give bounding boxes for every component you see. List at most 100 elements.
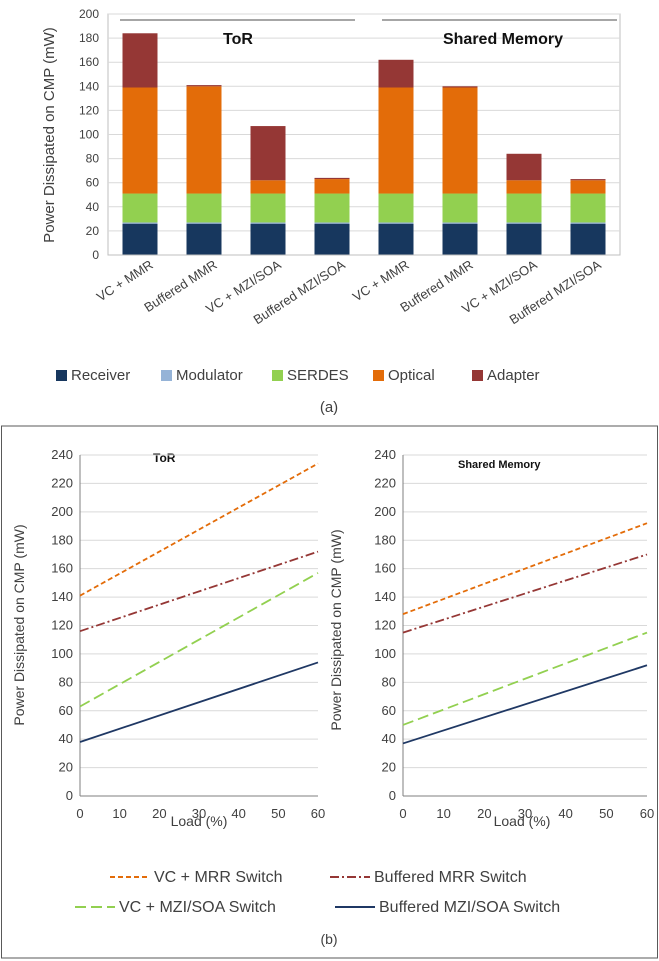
bar-adapter xyxy=(122,33,158,88)
y-tick-label: 120 xyxy=(51,618,73,633)
bar-serdes xyxy=(250,193,286,223)
bar-modulator xyxy=(186,222,222,224)
y-tick-label: 20 xyxy=(86,224,100,238)
bar-optical xyxy=(250,180,286,194)
legend-swatch-receiver xyxy=(56,370,67,381)
group-label-shared-memory: Shared Memory xyxy=(443,31,563,48)
x-tick-label: 60 xyxy=(640,806,654,821)
bar-optical xyxy=(570,180,606,194)
y-tick-label: 100 xyxy=(51,646,73,661)
bar-receiver xyxy=(314,223,350,255)
bar-modulator xyxy=(378,222,414,224)
y-tick-label: 160 xyxy=(51,561,73,576)
legend-label-vc-mzi-soa-switch: VC + MZI/SOA Switch xyxy=(119,899,276,916)
y-tick-label: 120 xyxy=(79,103,99,117)
y-tick-label: 40 xyxy=(59,731,73,746)
bar-serdes xyxy=(570,193,606,223)
x-axis-label-tor: Load (%) xyxy=(171,813,228,829)
y-axis-label: Power Dissipated on CMP (mW) xyxy=(41,27,58,243)
y-axis-label-tor: Power Dissipated on CMP (mW) xyxy=(11,524,27,725)
legend: Receiver Modulator SERDES Optical Adapter xyxy=(56,367,540,384)
bar-adapter xyxy=(442,86,478,88)
x-tick-label: 30 xyxy=(518,806,532,821)
group-label-tor: ToR xyxy=(223,31,253,48)
bar-serdes xyxy=(378,193,414,223)
bars xyxy=(108,33,620,256)
y-tick-label: 120 xyxy=(374,618,396,633)
bar-adapter xyxy=(186,85,222,87)
bar-modulator xyxy=(250,222,286,224)
x-tick-label: 50 xyxy=(599,806,613,821)
bar-adapter xyxy=(570,179,606,181)
y-tick-label: 80 xyxy=(382,674,396,689)
x-tick-label: VC + MMR xyxy=(350,257,412,304)
y-tick-label: 20 xyxy=(59,760,73,775)
bar-receiver xyxy=(186,223,222,255)
bar-serdes xyxy=(122,193,158,223)
bar-receiver xyxy=(570,223,606,255)
y-tick-label: 160 xyxy=(374,561,396,576)
bar-optical xyxy=(442,87,478,194)
y-tick-label: 200 xyxy=(79,7,99,21)
bar-receiver xyxy=(506,223,542,255)
x-tick-label: 0 xyxy=(399,806,406,821)
y-tick-label: 60 xyxy=(86,176,100,190)
x-tick-label: 10 xyxy=(436,806,450,821)
series-line-vc-mrr-switch xyxy=(402,522,648,615)
bar-receiver xyxy=(122,223,158,255)
bar-receiver xyxy=(442,223,478,255)
x-tick-label: VC + MMR xyxy=(94,257,156,304)
legend-label-vc-mrr-switch: VC + MRR Switch xyxy=(154,869,282,886)
y-tick-label: 180 xyxy=(51,532,73,547)
legend-label-modulator: Modulator xyxy=(176,367,243,384)
y-tick-label: 80 xyxy=(86,152,100,166)
legend-label-buffered-mrr-switch: Buffered MRR Switch xyxy=(374,869,527,886)
bar-adapter xyxy=(314,177,350,180)
y-tick-label: 140 xyxy=(51,589,73,604)
y-tick-labels: 0 20 40 60 80 100 120 140 160 180 200 xyxy=(79,7,99,262)
x-tick-label: 40 xyxy=(231,806,245,821)
x-axis-label-shared-memory: Load (%) xyxy=(494,813,551,829)
series-line-buffered-mzi-soa-switch xyxy=(79,661,319,743)
bar-modulator xyxy=(122,222,158,224)
series-line-vc-mzi-soa-switch xyxy=(79,572,319,708)
y-tick-label: 240 xyxy=(374,447,396,462)
bar-optical xyxy=(314,179,350,194)
x-tick-label: 20 xyxy=(152,806,166,821)
bar-serdes xyxy=(186,193,222,223)
chart-title-tor: ToR xyxy=(153,451,176,465)
y-tick-label: 200 xyxy=(374,504,396,519)
bar-optical xyxy=(186,86,222,194)
y-tick-label: 140 xyxy=(79,79,99,93)
caption-b: (b) xyxy=(320,931,337,947)
legend-swatch-optical xyxy=(373,370,384,381)
series-line-buffered-mrr-switch xyxy=(402,553,648,634)
bar-adapter xyxy=(506,153,542,181)
stacked-bar-chart: 0 20 40 60 80 100 120 140 160 180 200 VC + MMRBuff… xyxy=(41,7,621,416)
y-axis-label-shared-memory: Power Dissipated on CMP (mW) xyxy=(328,529,344,730)
series-line-vc-mrr-switch xyxy=(79,462,319,597)
bar-optical xyxy=(378,87,414,194)
y-tick-label: 80 xyxy=(59,674,73,689)
y-tick-label: 180 xyxy=(374,532,396,547)
bar-modulator xyxy=(570,222,606,224)
y-tick-label: 200 xyxy=(51,504,73,519)
y-tick-label: 220 xyxy=(374,475,396,490)
y-tick-label: 60 xyxy=(59,703,73,718)
legend-label-serdes: SERDES xyxy=(287,367,349,384)
y-tick-label: 100 xyxy=(79,128,99,142)
panel-b-border xyxy=(1,425,658,959)
y-tick-label: 0 xyxy=(389,788,396,803)
bar-optical xyxy=(506,180,542,194)
y-tick-label: 160 xyxy=(79,55,99,69)
y-tick-label: 180 xyxy=(79,31,99,45)
legend-lines: VC + MRR Switch Buffered MRR Switch VC + M… xyxy=(75,869,560,916)
y-tick-label: 140 xyxy=(374,589,396,604)
legend-swatch-serdes xyxy=(272,370,283,381)
bar-receiver xyxy=(378,223,414,255)
legend-swatch-adapter xyxy=(472,370,483,381)
y-tick-label: 240 xyxy=(51,447,73,462)
bar-serdes xyxy=(506,193,542,223)
x-tick-label: 60 xyxy=(311,806,325,821)
